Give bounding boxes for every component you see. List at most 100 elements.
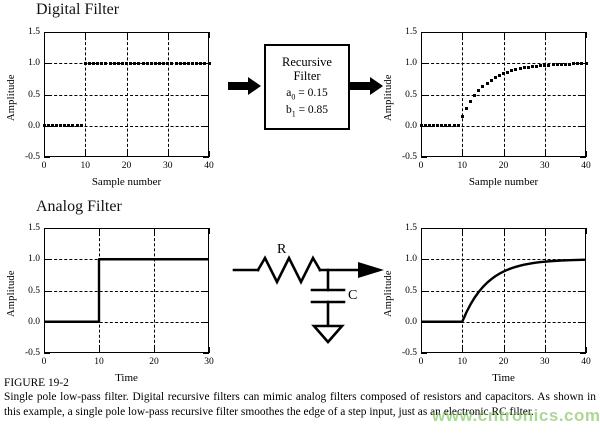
axis-tick-x xyxy=(44,151,45,157)
axis-tick-y xyxy=(421,157,427,158)
axis-tick-x xyxy=(503,32,505,38)
axis-tick-x xyxy=(209,151,210,157)
y-tick-label: -0.5 xyxy=(24,152,40,162)
data-point xyxy=(559,62,563,66)
axis-tick-y xyxy=(44,290,50,292)
data-point xyxy=(580,62,584,66)
coefficient-b1: b1 = 0.85 xyxy=(286,103,328,119)
data-point xyxy=(79,124,83,128)
data-point xyxy=(46,124,50,128)
x-tick-label: 20 xyxy=(149,357,159,367)
coefficient-b1-symbol: b xyxy=(285,103,292,116)
data-point xyxy=(83,61,87,65)
axis-tick-y xyxy=(203,228,209,229)
data-point xyxy=(551,63,555,67)
chart-analog-input: -0.5 0.0 0.5 1.0 1.5 0 10 20 30 Time Amplitude xyxy=(6,223,214,384)
coefficient-a0: a0 = 0.15 xyxy=(286,86,327,102)
y-axis-label: Amplitude xyxy=(383,73,394,121)
axis-tick-y xyxy=(580,290,586,292)
axis-tick-y xyxy=(203,94,209,96)
gridline-vertical xyxy=(503,32,505,157)
y-tick-label: 0.5 xyxy=(28,89,40,100)
axis-tick-y xyxy=(580,157,586,158)
axis-tick-x xyxy=(209,347,210,353)
axis-tick-x xyxy=(503,228,505,234)
axis-tick-y xyxy=(580,32,586,33)
data-point xyxy=(518,67,522,71)
watermark: www.cntronics.com xyxy=(432,406,600,425)
data-point xyxy=(584,62,588,66)
gridline-vertical xyxy=(544,228,546,353)
axis-tick-y xyxy=(580,353,586,354)
axis-tick-y xyxy=(580,321,586,323)
data-point xyxy=(530,65,534,69)
data-point xyxy=(576,62,580,66)
data-point xyxy=(427,124,431,128)
data-point xyxy=(50,124,54,128)
data-point xyxy=(67,124,71,128)
coefficient-a0-subscript: 0 xyxy=(291,92,296,102)
data-point xyxy=(153,61,157,65)
data-point xyxy=(199,61,203,65)
axis-tick-x xyxy=(462,151,464,157)
axis-tick-y xyxy=(421,290,427,292)
data-point xyxy=(419,124,423,128)
axis-tick-y xyxy=(421,32,427,33)
data-point xyxy=(63,124,67,128)
data-point xyxy=(125,61,128,65)
gridline-vertical xyxy=(167,32,169,157)
axis-tick-x xyxy=(544,347,546,353)
axis-tick-x xyxy=(44,347,45,353)
axis-tick-x xyxy=(167,32,169,38)
data-point xyxy=(191,61,194,65)
coefficient-a0-symbol: a xyxy=(286,87,292,100)
gridline-horizontal xyxy=(44,321,209,323)
axis-tick-x xyxy=(85,151,87,157)
data-point xyxy=(526,65,530,69)
figure-number: FIGURE 19-2 xyxy=(4,377,69,389)
data-point xyxy=(178,61,182,65)
y-tick-label: 1.0 xyxy=(28,254,40,265)
axis-tick-y xyxy=(203,125,209,127)
x-axis-label: Sample number xyxy=(468,176,539,188)
data-point xyxy=(75,124,79,128)
axis-tick-x xyxy=(586,32,587,38)
data-point xyxy=(116,61,120,65)
x-tick-label: 40 xyxy=(581,357,591,367)
data-point xyxy=(182,61,186,65)
figure-caption-text: Single pole low-pass filter. Digital rec… xyxy=(4,391,596,418)
data-point xyxy=(108,61,112,65)
data-point xyxy=(195,61,199,65)
x-tick-label: 30 xyxy=(540,161,550,171)
data-point xyxy=(174,61,178,65)
data-point xyxy=(506,70,510,74)
x-tick-label: 0 xyxy=(41,357,47,367)
data-point xyxy=(555,63,559,66)
axis-tick-y xyxy=(44,63,50,65)
x-tick-label: 10 xyxy=(94,357,104,367)
y-tick-label: 0.5 xyxy=(28,285,40,296)
axis-tick-x xyxy=(421,151,422,157)
data-point xyxy=(452,124,456,128)
axis-tick-x xyxy=(85,32,87,38)
output-arrow-icon xyxy=(350,77,383,95)
axis-tick-x xyxy=(462,228,464,234)
data-point xyxy=(464,106,468,110)
data-line xyxy=(421,258,587,323)
y-tick-label: -0.5 xyxy=(401,348,417,358)
x-tick-label: 0 xyxy=(41,161,47,171)
data-point xyxy=(572,62,576,66)
rc-circuit-diagram xyxy=(232,255,384,344)
data-point xyxy=(92,61,95,65)
capacitor-label: C xyxy=(348,288,358,303)
axis-tick-x xyxy=(167,151,169,157)
y-tick-label: 0.0 xyxy=(405,316,417,327)
data-point xyxy=(133,61,137,65)
data-point xyxy=(42,124,46,128)
y-tick-label: -0.5 xyxy=(24,348,40,358)
data-point xyxy=(473,94,477,98)
recursive-filter-box: Recursive Filter a0 = 0.15 b1 = 0.85 xyxy=(264,44,350,130)
data-point xyxy=(54,124,58,128)
data-point xyxy=(423,124,427,128)
x-axis-label: Sample number xyxy=(91,176,162,188)
